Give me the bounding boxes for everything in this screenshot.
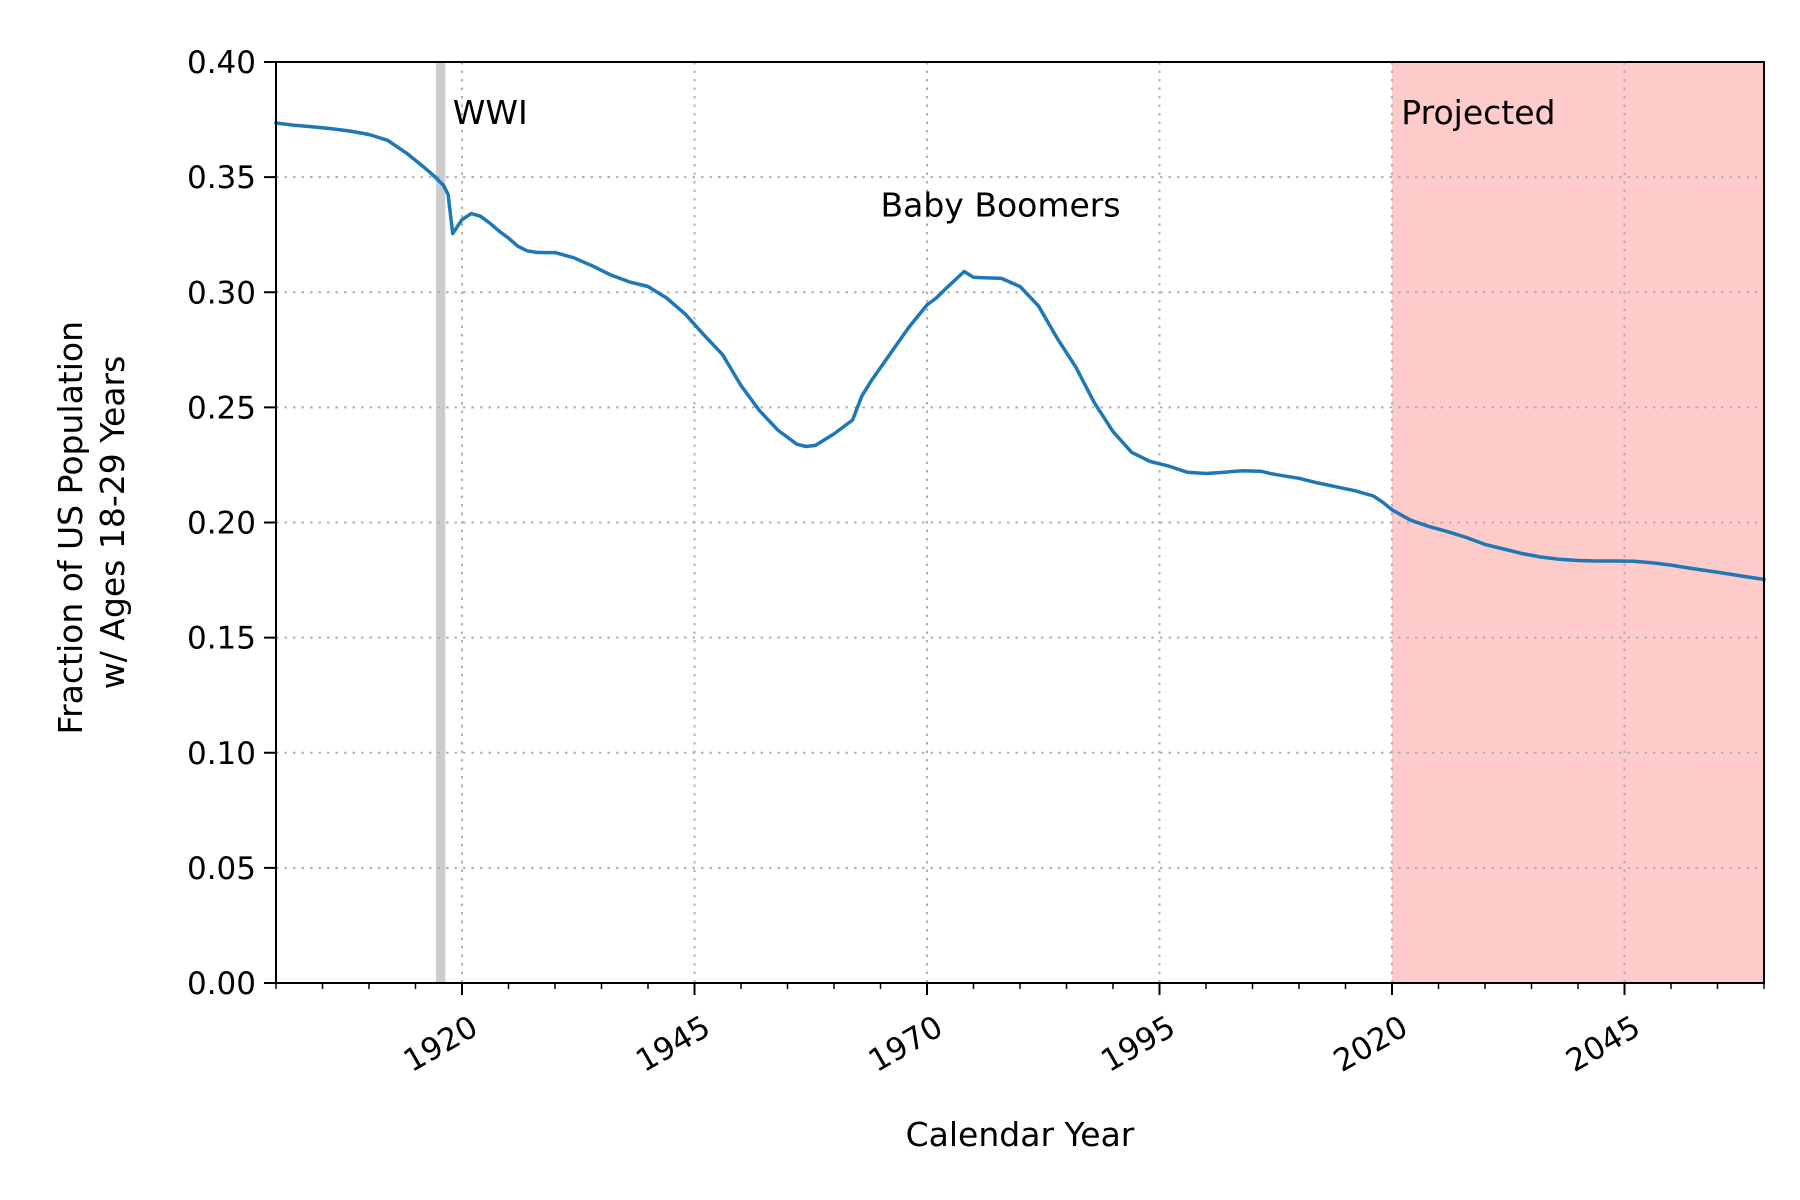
x-tick-label: 2020	[1328, 1009, 1414, 1080]
x-tick-label: 1970	[863, 1009, 949, 1080]
y-tick-label: 0.30	[187, 275, 256, 311]
annotation-label: WWI	[453, 93, 528, 132]
y-tick-label: 0.00	[187, 966, 256, 1002]
x-tick-label: 1945	[630, 1009, 716, 1080]
x-tick-label: 2045	[1560, 1009, 1646, 1080]
x-axis-label: Calendar Year	[906, 1115, 1135, 1154]
y-tick-label: 0.35	[187, 160, 256, 196]
x-tick-label: 1995	[1095, 1009, 1181, 1080]
y-tick-label: 0.20	[187, 506, 256, 542]
x-axis-ticks: 1920 1945 1970 1995 2020 2045	[275, 983, 1765, 1080]
data-series	[274, 121, 1766, 582]
y-tick-label: 0.40	[187, 45, 256, 81]
y-axis-label: Fraction of US Population w/ Ages 18-29 …	[51, 311, 132, 735]
y-tick-label: 0.25	[187, 390, 256, 426]
y-tick-label: 0.15	[187, 621, 256, 657]
y-tick-label: 0.05	[187, 851, 256, 887]
y-axis-label-line-2: w/ Ages 18-29 Years	[93, 356, 132, 690]
y-tick-label: 0.10	[187, 736, 256, 772]
series-line	[274, 121, 1766, 582]
x-tick-label: 1920	[398, 1009, 484, 1080]
annotation-label: Baby Boomers	[881, 185, 1121, 224]
annotations: WWI Baby Boomers Projected	[453, 93, 1556, 224]
y-axis-ticks: 0.00 0.05 0.10 0.15 0.20 0.25 0.30 0.35 0.40	[187, 45, 276, 1002]
annotation-label: Projected	[1401, 93, 1555, 132]
y-axis-label-line-1: Fraction of US Population	[51, 321, 90, 734]
wwi-band	[435, 62, 446, 983]
